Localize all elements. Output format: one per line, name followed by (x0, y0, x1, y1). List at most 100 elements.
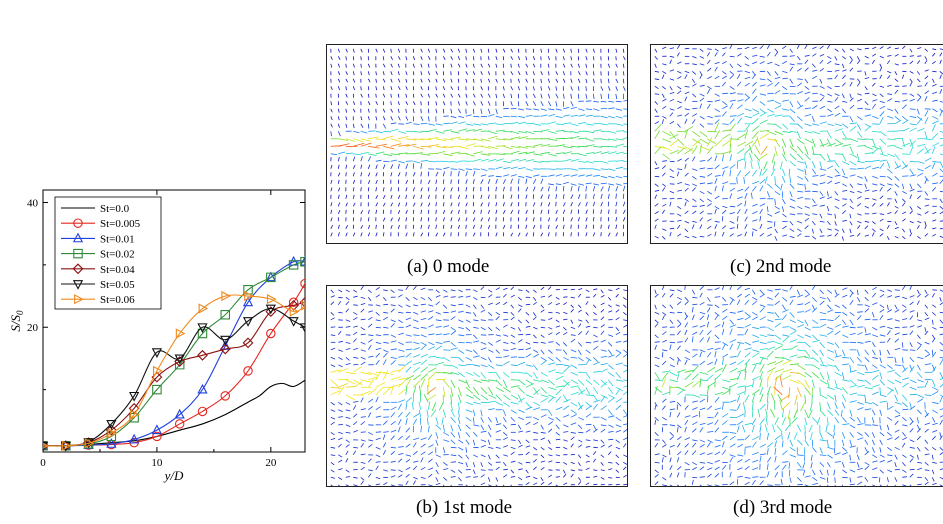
vector-c-931 (736, 216, 739, 222)
vector-c-324 (684, 108, 690, 111)
vector-c-454 (759, 130, 770, 132)
vector-b-684 (360, 416, 366, 418)
vector-d-1022 (819, 476, 826, 480)
series-5-point-6 (174, 354, 185, 365)
vector-c-797 (931, 186, 937, 192)
vector-c-16 (774, 48, 779, 53)
vector-a-349 (548, 108, 555, 111)
vector-b-1010 (405, 473, 410, 478)
vector-d-30 (879, 289, 885, 293)
vector-c-590 (879, 153, 888, 157)
vector-b-692 (418, 409, 422, 418)
vector-a-106 (525, 63, 529, 68)
vector-c-389 (872, 115, 879, 119)
vector-a-567 (383, 153, 393, 157)
vector-a-697 (457, 171, 460, 177)
vector-c-510 (879, 138, 887, 145)
vector-d-331 (736, 342, 741, 350)
vector-d-477 (931, 366, 937, 373)
vector-c-665 (841, 168, 846, 176)
vector-c-466 (849, 125, 857, 132)
legend-marker-4 (72, 263, 84, 275)
vector-b-1030 (555, 476, 560, 478)
vector-c-259 (797, 91, 803, 95)
vector-b-791 (563, 431, 569, 433)
vector-a-250 (405, 93, 408, 98)
vector-d-256 (774, 334, 782, 340)
vector-c-955 (917, 220, 922, 224)
vector-c-976 (774, 228, 778, 234)
vector-c-508 (864, 138, 874, 140)
vector-c-934 (759, 215, 762, 222)
vector-b-743 (502, 424, 508, 430)
vector-b-829 (547, 439, 551, 444)
vector-b-462 (495, 372, 501, 380)
vector-d-87 (707, 304, 713, 306)
vector-a-937 (457, 217, 461, 222)
vector-b-817 (458, 439, 464, 444)
vector-c-773 (751, 185, 757, 192)
vector-b-814 (435, 439, 439, 446)
vector-c-50 (729, 55, 735, 58)
vector-c-972 (744, 224, 748, 229)
series-4-point-10 (265, 306, 277, 318)
vector-c-152 (894, 71, 898, 76)
vector-b-852 (420, 443, 426, 448)
legend-label-4: St=0.04 (100, 264, 135, 276)
vector-b-968 (390, 469, 396, 471)
vector-b-723 (353, 421, 358, 426)
vector-d-153 (902, 308, 907, 313)
vector-d-441 (662, 370, 671, 373)
vector-c-1028 (864, 234, 870, 237)
vector-c-188 (864, 77, 870, 80)
line-chart: 0 10 202040y/DS/S0St=0.0St=0.005St=0.01St=… (8, 189, 306, 483)
vector-d-460 (804, 371, 812, 378)
vector-a-935 (442, 217, 445, 222)
vector-b-72 (570, 296, 575, 299)
vector-d-303 (827, 341, 835, 345)
vector-c-846 (699, 204, 705, 207)
vector-b-779 (473, 432, 478, 437)
vector-b-179 (473, 319, 479, 322)
vector-b-96 (450, 304, 456, 307)
vector-d-813 (752, 436, 760, 441)
vector-a-256 (450, 93, 453, 98)
vector-c-632 (894, 161, 899, 168)
vector-c-380 (804, 114, 812, 117)
vector-c-804 (684, 198, 689, 202)
vector-c-1001 (662, 236, 666, 240)
vector-c-574 (754, 145, 761, 154)
vector-c-90 (729, 63, 734, 69)
vector-a-516 (600, 138, 610, 141)
vector-d-127 (706, 307, 711, 313)
vector-b-738 (465, 424, 471, 430)
legend-label-0: St=0.0 (100, 203, 130, 215)
vector-c-255 (767, 92, 774, 95)
vector-a-779 (472, 186, 475, 192)
vector-d-52 (744, 293, 750, 298)
vector-a-484 (360, 138, 371, 142)
vector-c-64 (834, 56, 838, 61)
vector-d-163 (677, 319, 682, 324)
vector-d-957 (932, 461, 937, 464)
vector-d-812 (744, 434, 750, 441)
vector-a-952 (570, 217, 573, 222)
vector-a-364 (360, 116, 363, 121)
vector-b-327 (383, 349, 389, 353)
vector-c-800 (654, 194, 658, 199)
vector-d-165 (691, 314, 695, 320)
vector-a-318 (615, 100, 622, 103)
vector-a-52 (420, 56, 423, 61)
vector-a-377 (458, 115, 465, 118)
vector-a-666 (525, 168, 533, 171)
vector-b-81 (337, 300, 342, 306)
vector-d-141 (812, 307, 818, 313)
vector-c-761 (661, 187, 666, 192)
vector-b-80 (330, 301, 335, 306)
vector-a-423 (503, 122, 512, 125)
vector-a-47 (382, 56, 385, 61)
vector-b-15 (443, 289, 448, 293)
vector-d-285 (691, 336, 694, 343)
vector-d-383 (827, 356, 835, 362)
vector-b-77 (607, 297, 612, 301)
